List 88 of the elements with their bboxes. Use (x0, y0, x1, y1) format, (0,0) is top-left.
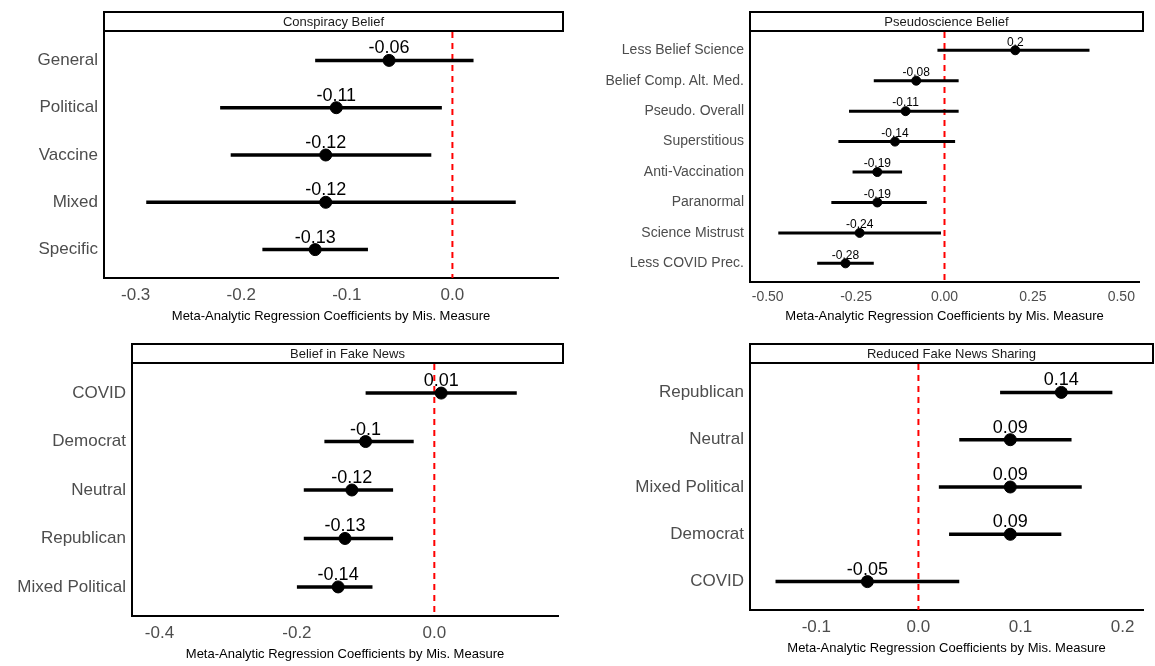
y-tick-label: Republican (658, 382, 744, 402)
y-tick-label: Mixed Political (635, 476, 744, 496)
data-label: -0.1 (350, 418, 382, 439)
x-tick-label: 0.2 (1110, 616, 1135, 636)
point (872, 197, 883, 208)
chart-title: Belief in Fake News (131, 343, 564, 364)
x-tick-label: 0.50 (1107, 287, 1136, 304)
x-axis-title: Meta-Analytic Regression Coefficients by Mis. Measure (185, 645, 505, 661)
point (911, 75, 922, 86)
x-axis-title: Meta-Analytic Regression Coefficients by Mis. Measure (785, 307, 1104, 323)
data-label: -0.24 (845, 217, 874, 232)
data-label: -0.19 (863, 156, 892, 171)
y-tick-label: COVID (690, 571, 744, 591)
y-tick-label: Belief Comp. Alt. Med. (605, 71, 744, 88)
point (331, 580, 345, 594)
chart-title: Pseudoscience Belief (749, 11, 1144, 32)
x-tick-label: -0.4 (144, 622, 175, 642)
x-tick-label: 0.25 (1019, 287, 1047, 304)
point (872, 167, 883, 178)
point (338, 531, 352, 545)
point (900, 106, 911, 117)
point (889, 136, 900, 147)
point (359, 435, 373, 449)
data-label: 0.01 (423, 370, 459, 391)
y-tick-label: Republican (40, 528, 126, 548)
y-tick-label: Neutral (71, 479, 126, 499)
y-tick-label: General (37, 50, 98, 70)
y-tick-label: Specific (38, 239, 99, 259)
x-tick-label: 0.0 (440, 284, 465, 304)
x-tick-label: -0.25 (840, 287, 873, 304)
data-label: -0.14 (881, 125, 909, 140)
y-tick-label: Anti-Vaccination (643, 162, 744, 179)
x-tick-label: 0.00 (930, 287, 959, 304)
data-label: -0.13 (294, 226, 336, 247)
x-tick-label: -0.3 (121, 284, 151, 304)
point (345, 483, 359, 497)
data-label: 0.09 (992, 463, 1028, 484)
data-label: -0.13 (324, 515, 366, 536)
y-tick-label: COVID (72, 382, 126, 402)
chart-title: Reduced Fake News Sharing (749, 343, 1154, 364)
data-label: -0.11 (892, 95, 920, 110)
chart-title: Conspiracy Belief (103, 11, 564, 32)
data-label: -0.08 (902, 65, 931, 80)
x-tick-label: -0.1 (332, 284, 362, 304)
point (319, 195, 333, 209)
x-tick-label: 0.1 (1008, 616, 1033, 636)
point (308, 243, 322, 257)
x-tick-label: -0.2 (282, 622, 312, 642)
y-tick-label: Mixed (52, 192, 98, 211)
data-label: 0.09 (992, 511, 1028, 532)
y-tick-label: Superstitious (663, 132, 744, 149)
data-label: -0.12 (305, 179, 347, 200)
y-tick-label: Pseudo. Overall (644, 102, 744, 118)
y-tick-label: Vaccine (38, 144, 98, 164)
data-label: -0.12 (331, 466, 373, 487)
y-tick-label: Less COVID Prec. (629, 254, 744, 271)
point (1010, 45, 1021, 56)
data-label: -0.14 (317, 563, 359, 584)
y-tick-label: Democrat (52, 431, 127, 451)
x-tick-label: -0.1 (801, 616, 831, 636)
data-label: -0.06 (368, 37, 410, 58)
x-axis-title: Meta-Analytic Regression Coefficients by Mis. Measure (787, 639, 1106, 655)
x-tick-label: -0.2 (226, 284, 256, 304)
point (329, 101, 343, 115)
data-label: 0.2 (1006, 34, 1024, 49)
point (854, 227, 865, 238)
y-tick-label: Science Mistrust (641, 223, 745, 240)
data-label: -0.19 (863, 186, 892, 201)
y-tick-label: Less Belief Science (621, 41, 745, 58)
data-label: 0.09 (992, 416, 1028, 437)
data-label: -0.05 (846, 558, 888, 579)
y-tick-label: Mixed Political (17, 576, 126, 596)
y-tick-label: Political (39, 97, 98, 117)
y-tick-label: Democrat (670, 524, 745, 543)
point (434, 386, 448, 400)
data-label: -0.28 (831, 247, 860, 262)
data-label: -0.11 (316, 84, 357, 105)
point (319, 148, 333, 162)
point (840, 258, 851, 269)
y-tick-label: Paranormal (671, 193, 744, 210)
x-tick-label: -0.50 (751, 287, 784, 304)
point (382, 53, 396, 67)
data-label: 0.14 (1043, 369, 1079, 390)
x-tick-label: 0.0 (906, 616, 931, 636)
x-tick-label: 0.0 (422, 622, 447, 642)
y-tick-label: Neutral (689, 429, 744, 449)
data-label: -0.12 (305, 131, 347, 152)
x-axis-title: Meta-Analytic Regression Coefficients by Mis. Measure (171, 307, 491, 323)
